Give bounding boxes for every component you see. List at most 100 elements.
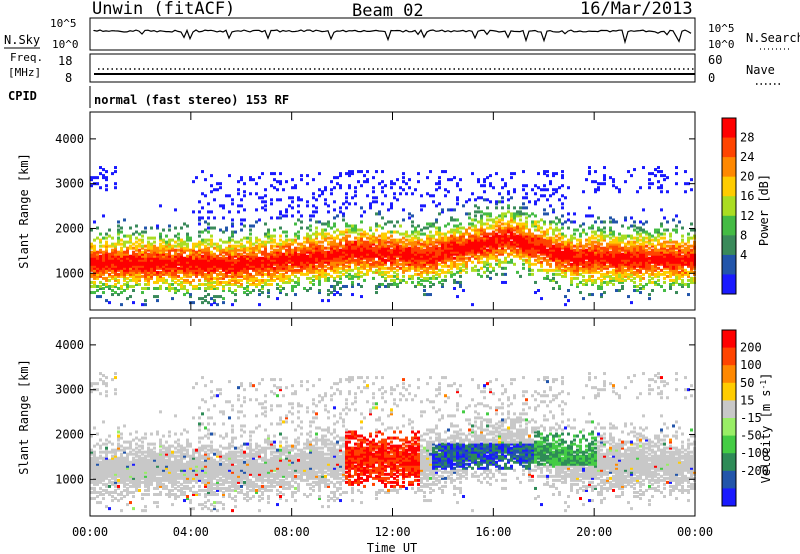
- power-cell: [96, 182, 99, 186]
- power-cell: [396, 240, 399, 244]
- power-cell: [402, 262, 405, 266]
- power-cell: [237, 244, 240, 248]
- power-cell: [456, 236, 459, 240]
- power-cell: [660, 250, 663, 254]
- power-cell: [171, 272, 174, 276]
- power-cell: [117, 266, 120, 270]
- power-cell: [99, 256, 102, 260]
- power-cell: [300, 246, 303, 250]
- power-cell: [432, 270, 435, 274]
- power-cell: [489, 224, 492, 228]
- power-cell: [240, 252, 243, 256]
- power-cell: [339, 232, 342, 236]
- power-cell: [372, 238, 375, 242]
- power-cell: [174, 276, 177, 280]
- power-cell: [333, 264, 336, 268]
- power-cell: [414, 236, 417, 240]
- power-cell: [396, 252, 399, 256]
- power-cell: [546, 212, 549, 216]
- power-cell: [372, 176, 375, 180]
- power-cell: [147, 262, 150, 266]
- power-cell: [591, 260, 594, 264]
- power-cell: [144, 274, 147, 278]
- power-cell: [255, 238, 258, 242]
- power-cell: [207, 260, 210, 264]
- power-cell: [126, 248, 129, 252]
- power-cell: [585, 264, 588, 268]
- power-cell: [171, 278, 174, 282]
- power-cell: [123, 258, 126, 262]
- power-cell: [432, 262, 435, 266]
- power-cell: [174, 256, 177, 260]
- power-cell: [324, 222, 327, 226]
- power-cell: [276, 216, 279, 220]
- power-cell: [186, 244, 189, 248]
- power-cell: [339, 172, 342, 176]
- power-cell: [138, 260, 141, 264]
- power-cell: [600, 250, 603, 254]
- power-cell: [414, 226, 417, 230]
- power-cell: [504, 184, 507, 188]
- power-cell: [303, 260, 306, 264]
- power-cell: [471, 254, 474, 258]
- power-cell: [96, 254, 99, 258]
- power-cell: [477, 260, 480, 264]
- power-cell: [564, 196, 567, 200]
- power-cell: [639, 256, 642, 260]
- power-cell: [483, 244, 486, 248]
- power-cell: [102, 272, 105, 276]
- power-cell: [477, 238, 480, 242]
- power-cell: [642, 264, 645, 268]
- power-cell: [180, 250, 183, 254]
- power-cell: [609, 258, 612, 262]
- power-cell: [564, 254, 567, 258]
- power-cell: [132, 266, 135, 270]
- power-cell: [555, 264, 558, 268]
- velocity-cell: [90, 480, 93, 484]
- power-cell: [117, 230, 120, 234]
- power-cell: [324, 250, 327, 254]
- power-cell: [120, 262, 123, 266]
- power-cell: [294, 260, 297, 264]
- power-cell: [108, 262, 111, 266]
- power-cell: [363, 256, 366, 260]
- power-cell: [168, 262, 171, 266]
- power-cell: [573, 270, 576, 274]
- power-cell: [663, 256, 666, 260]
- power-cell: [402, 232, 405, 236]
- power-cell: [291, 258, 294, 262]
- power-cell: [432, 200, 435, 204]
- power-cell: [345, 242, 348, 246]
- power-cell: [219, 266, 222, 270]
- power-cell: [219, 252, 222, 256]
- power-cell: [522, 252, 525, 256]
- power-cell: [624, 278, 627, 282]
- power-cell: [426, 236, 429, 240]
- power-cell: [339, 280, 342, 284]
- power-cell: [432, 248, 435, 252]
- power-cell: [288, 250, 291, 254]
- power-cell: [612, 230, 615, 234]
- power-cell: [339, 274, 342, 278]
- power-cell: [330, 188, 333, 192]
- power-cell: [198, 268, 201, 272]
- power-cell: [414, 252, 417, 256]
- power-cell: [558, 198, 561, 202]
- power-cell: [420, 232, 423, 236]
- freq-left-tick-bottom: 8: [65, 71, 72, 85]
- power-cell: [249, 256, 252, 260]
- power-cell: [288, 260, 291, 264]
- power-cell: [237, 258, 240, 262]
- power-cell: [111, 266, 114, 270]
- power-cell: [555, 172, 558, 176]
- power-cell: [588, 274, 591, 278]
- power-cell: [456, 202, 459, 206]
- power-cell: [543, 184, 546, 188]
- power-cell: [669, 238, 672, 242]
- power-cell: [171, 286, 174, 290]
- power-cell: [432, 276, 435, 280]
- power-cell: [342, 284, 345, 288]
- power-cell: [474, 204, 477, 208]
- power-cell: [456, 262, 459, 266]
- power-cell: [672, 260, 675, 264]
